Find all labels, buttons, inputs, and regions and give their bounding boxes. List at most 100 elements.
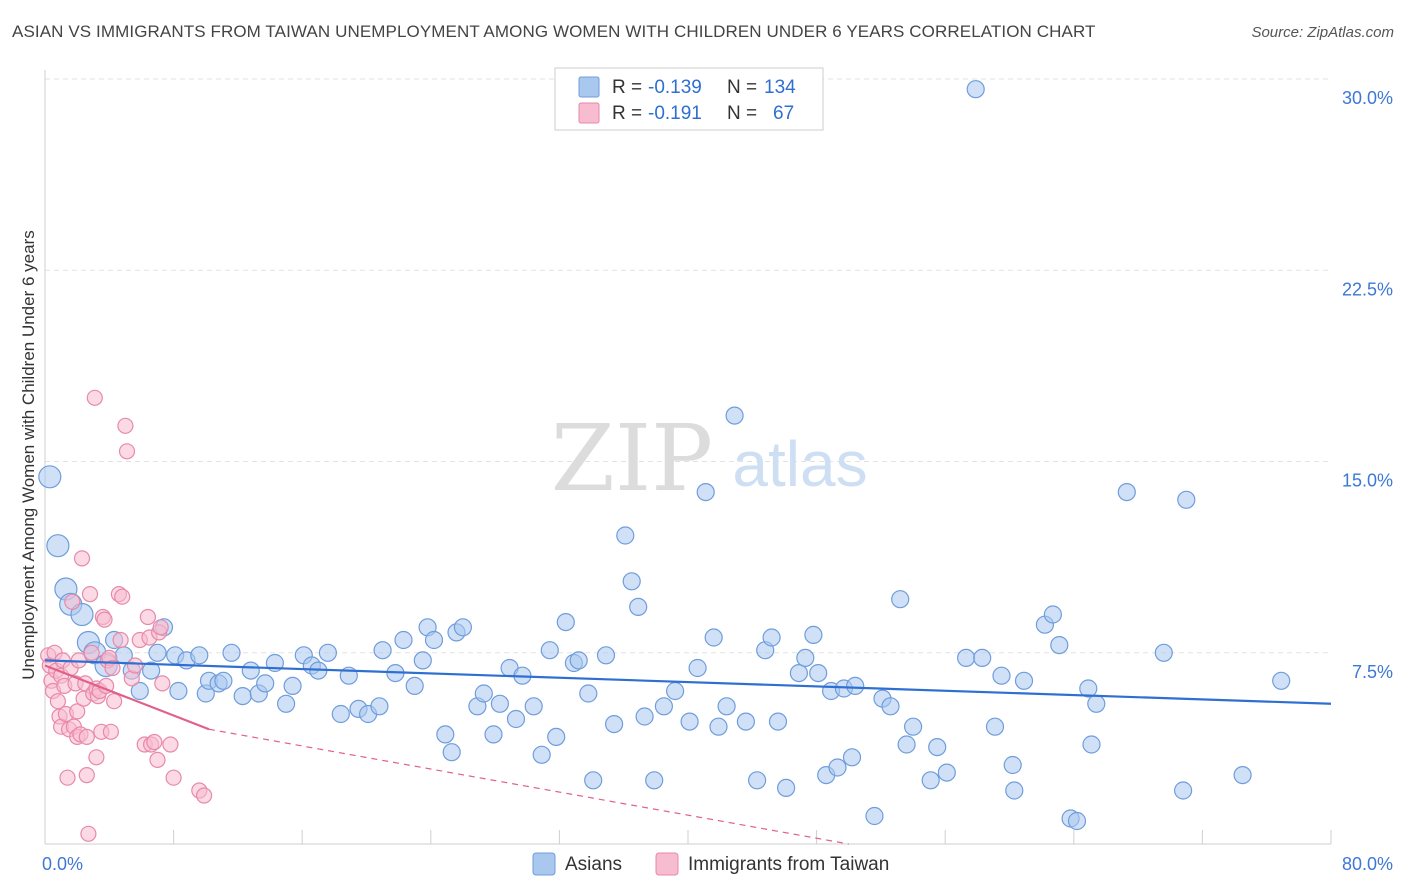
bottom-legend-swatch-asians — [532, 852, 556, 876]
asians-point — [1272, 671, 1291, 690]
legend-n-label-taiwan: N = — [727, 103, 757, 124]
stats-legend-box — [554, 67, 824, 131]
asians-trend-line — [44, 659, 1332, 705]
asians-point — [897, 735, 916, 754]
asians-point — [891, 590, 910, 609]
asians-point — [966, 80, 985, 99]
asians-point — [956, 648, 976, 668]
asians-point — [776, 778, 796, 798]
taiwan-point — [152, 619, 169, 636]
asians-point — [190, 646, 209, 665]
taiwan-point — [86, 389, 103, 406]
asians-point — [717, 697, 736, 716]
asians-point — [540, 641, 559, 660]
taiwan-point — [149, 751, 166, 769]
asians-point — [622, 572, 641, 591]
taiwan-point — [126, 657, 144, 674]
legend-n-value-asians: 134 — [764, 77, 796, 98]
taiwan-point — [196, 787, 213, 804]
y-tick-label: 30.0% — [1342, 88, 1393, 108]
asians-point — [1003, 755, 1022, 775]
taiwan-point — [154, 675, 171, 692]
legend-n-value-taiwan: 67 — [773, 103, 794, 124]
asians-point — [1117, 483, 1136, 502]
bottom-legend-label-asians: Asians — [565, 854, 622, 875]
taiwan-trend-line — [44, 664, 210, 731]
taiwan-point — [59, 769, 76, 786]
asians-point — [704, 628, 723, 647]
asians-point — [130, 681, 149, 701]
legend-r-value-asians: -0.139 — [648, 77, 702, 98]
asians-point — [709, 717, 728, 736]
asians-point — [789, 663, 809, 683]
asians-point — [768, 712, 788, 731]
asians-point — [1082, 735, 1101, 754]
asians-point — [214, 671, 233, 690]
taiwan-point — [117, 417, 134, 434]
asians-point — [1005, 781, 1024, 800]
asians-point — [241, 661, 260, 680]
asians-point — [148, 643, 167, 662]
asians-point — [38, 465, 62, 489]
taiwan-point — [139, 608, 156, 626]
watermark: ZIP atlas — [551, 405, 868, 512]
grid-lines — [45, 78, 1331, 654]
x-tick-label: 80.0% — [1342, 854, 1393, 874]
bottom-legend-swatch-taiwan — [655, 852, 679, 876]
axes — [44, 70, 1332, 845]
legend-r-label-taiwan: R = — [612, 103, 642, 124]
asians-point — [436, 725, 455, 744]
asians-point — [842, 748, 862, 767]
asians-point — [474, 684, 493, 703]
asians-point — [556, 612, 575, 632]
asians-point — [490, 694, 509, 713]
taiwan-point — [162, 736, 179, 753]
trend-lines — [44, 659, 1332, 845]
source-label: Source: ZipAtlas.com — [1251, 24, 1394, 41]
taiwan-point — [96, 611, 113, 628]
taiwan-point — [146, 733, 163, 751]
asians-point — [828, 758, 847, 777]
asians-point — [846, 676, 865, 696]
asians-points — [38, 80, 1291, 831]
asians-point — [222, 643, 241, 662]
asians-point — [604, 714, 624, 734]
y-tick-labels: 7.5% 15.0% 22.5% 30.0% — [1342, 88, 1393, 682]
asians-point — [1154, 643, 1173, 662]
taiwan-point — [78, 766, 95, 784]
taiwan-point — [112, 631, 129, 649]
asians-point — [46, 534, 70, 558]
taiwan-point — [165, 769, 182, 786]
taiwan-point — [114, 588, 131, 605]
asians-point — [283, 676, 302, 696]
taiwan-point — [80, 825, 97, 842]
asians-point — [277, 694, 296, 713]
asians-point — [688, 658, 707, 678]
asians-point — [405, 676, 424, 696]
taiwan-point — [102, 723, 120, 740]
asians-point — [524, 697, 543, 716]
asians-point — [645, 771, 664, 790]
taiwan-point — [83, 644, 100, 661]
asians-point — [453, 618, 472, 637]
asians-point — [903, 717, 923, 736]
asians-point — [747, 771, 767, 790]
asians-point — [424, 630, 444, 650]
asians-point — [865, 806, 884, 826]
asians-point — [569, 651, 588, 670]
asians-point — [762, 628, 781, 647]
asians-point — [1043, 605, 1063, 624]
asians-point — [318, 643, 337, 662]
y-tick-label: 15.0% — [1342, 471, 1393, 491]
asians-point — [1177, 490, 1196, 509]
y-tick-label: 22.5% — [1342, 279, 1393, 299]
legend-r-value-taiwan: -0.191 — [648, 103, 702, 124]
asians-point — [992, 666, 1011, 685]
asians-point — [373, 641, 392, 660]
legend-swatch-taiwan — [578, 102, 600, 124]
y-tick-label: 7.5% — [1352, 662, 1393, 682]
asians-point — [1014, 671, 1034, 690]
taiwan-point — [78, 728, 95, 746]
asians-point — [331, 704, 350, 724]
